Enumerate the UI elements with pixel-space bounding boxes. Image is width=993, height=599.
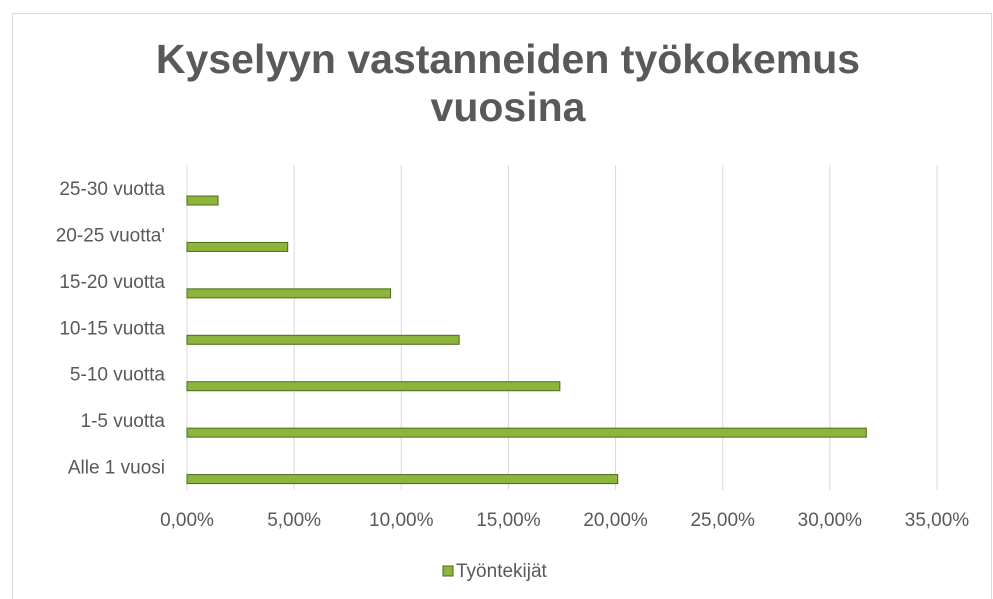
x-tick-label: 0,00% — [160, 510, 214, 531]
x-tick-label: 25,00% — [690, 510, 755, 531]
bar — [186, 195, 219, 206]
chart-title: Kyselyyn vastanneiden työkokemus vuosina — [156, 36, 860, 130]
legend-label: Työntekijät — [456, 561, 548, 582]
chart-border — [12, 13, 992, 599]
x-tick-label: 30,00% — [798, 510, 863, 531]
y-tick-label: 10-15 vuotta — [59, 318, 165, 339]
bar — [186, 288, 392, 299]
bar — [186, 334, 460, 345]
x-tick-label: 35,00% — [905, 510, 970, 531]
x-tick-label: 10,00% — [369, 510, 434, 531]
bar — [186, 381, 561, 392]
legend-swatch — [442, 565, 454, 577]
y-tick-label: Alle 1 vuosi — [68, 458, 165, 479]
x-tick-label: 5,00% — [267, 510, 321, 531]
y-tick-label: 20-25 vuotta' — [56, 225, 165, 246]
y-tick-label: 5-10 vuotta — [70, 365, 165, 386]
x-tick-label: 20,00% — [583, 510, 648, 531]
bar — [186, 241, 289, 252]
y-tick-label: 25-30 vuotta — [59, 179, 165, 200]
y-tick-label: 1-5 vuotta — [81, 411, 166, 432]
y-tick-label: 15-20 vuotta — [59, 272, 165, 293]
bar — [186, 474, 619, 485]
bar — [186, 427, 867, 438]
x-tick-label: 15,00% — [476, 510, 541, 531]
